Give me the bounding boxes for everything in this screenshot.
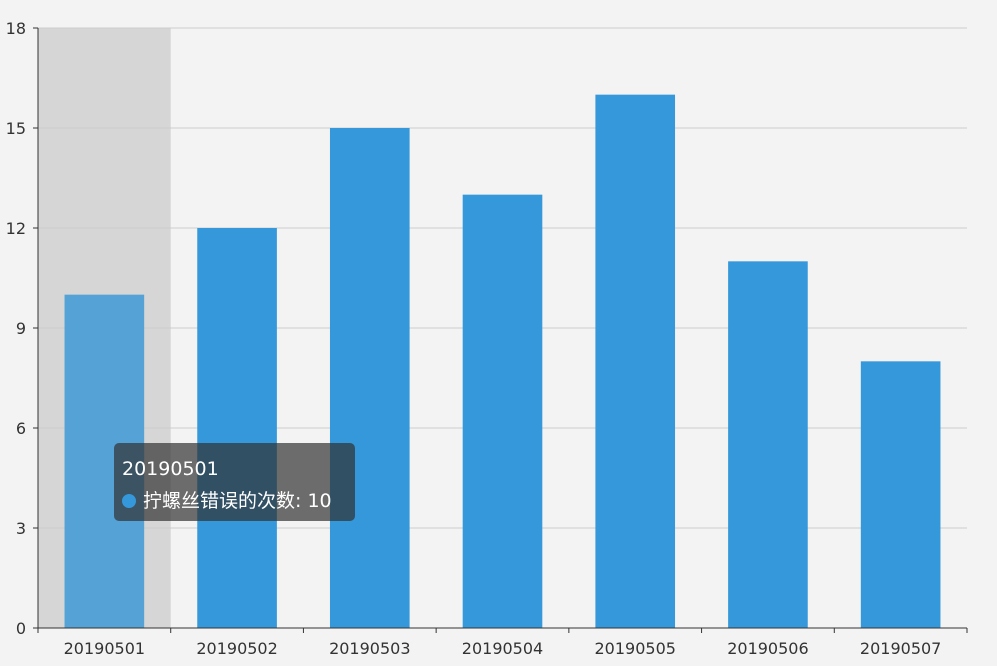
tooltip-title: 20190501: [122, 458, 219, 480]
bar-20190503[interactable]: [329, 128, 410, 628]
bar-20190506[interactable]: [728, 261, 808, 628]
tooltip-value: 10: [307, 490, 332, 512]
tooltip-series-row: 拧螺丝错误的次数: 10: [122, 485, 347, 517]
x-tick-label: 20190507: [860, 639, 941, 658]
bar-20190502[interactable]: [197, 228, 277, 628]
x-tick-label: 20190504: [462, 639, 543, 658]
tooltip-series-dot-icon: [122, 494, 136, 508]
x-tick-label: 20190505: [594, 639, 675, 658]
x-tick-label: 20190502: [196, 639, 277, 658]
tooltip-separator: :: [295, 490, 308, 512]
y-tick-label: 15: [6, 119, 26, 138]
y-tick-label: 0: [16, 619, 26, 638]
bar-20190507[interactable]: [860, 361, 941, 628]
tooltip-series-name: 拧螺丝错误的次数: [143, 490, 296, 512]
bar-20190505[interactable]: [595, 94, 676, 628]
y-tick-label: 9: [16, 319, 26, 338]
x-tick-label: 20190501: [64, 639, 145, 658]
chart-tooltip: 20190501 拧螺丝错误的次数: 10: [114, 443, 355, 521]
x-tick-label: 20190506: [727, 639, 808, 658]
y-tick-label: 12: [6, 219, 26, 238]
y-tick-label: 18: [6, 19, 26, 38]
x-tick-label: 20190503: [329, 639, 410, 658]
y-tick-label: 6: [16, 419, 26, 438]
y-tick-label: 3: [16, 519, 26, 538]
bar-20190504[interactable]: [462, 194, 543, 628]
